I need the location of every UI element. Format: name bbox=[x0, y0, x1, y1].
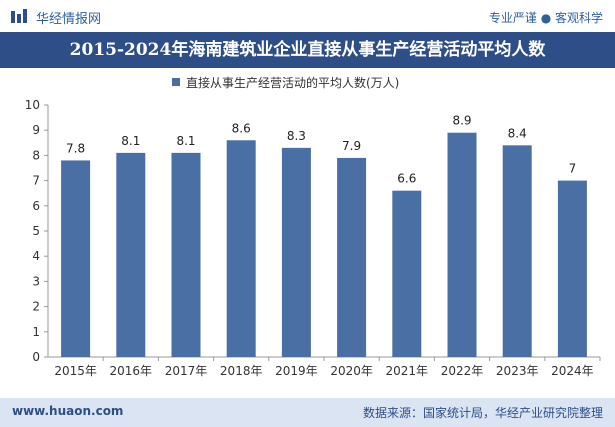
bar bbox=[61, 160, 91, 357]
footer-website[interactable]: www.huaon.com bbox=[12, 404, 124, 418]
bar-value-label: 6.6 bbox=[397, 172, 416, 186]
x-tick-label: 2016年 bbox=[110, 364, 153, 378]
y-tick-label: 6 bbox=[32, 199, 40, 213]
bar-value-label: 8.1 bbox=[121, 134, 140, 148]
y-tick-label: 4 bbox=[32, 249, 40, 263]
bar bbox=[502, 145, 532, 357]
x-tick-label: 2017年 bbox=[165, 364, 208, 378]
legend-swatch bbox=[172, 78, 180, 86]
y-tick-label: 1 bbox=[32, 325, 40, 339]
x-tick-label: 2015年 bbox=[54, 364, 97, 378]
x-tick-label: 2021年 bbox=[386, 364, 429, 378]
y-tick-label: 5 bbox=[32, 224, 40, 238]
bar-value-label: 7.9 bbox=[342, 139, 361, 153]
x-tick-label: 2019年 bbox=[275, 364, 318, 378]
bar-value-label: 7.8 bbox=[66, 141, 85, 155]
footer-source: 数据来源：国家统计局，华经产业研究院整理 bbox=[362, 406, 603, 420]
bar bbox=[281, 147, 311, 357]
bar-value-label: 8.4 bbox=[508, 126, 527, 140]
legend-label: 直接从事生产经营活动的平均人数(万人) bbox=[186, 75, 399, 90]
bar bbox=[557, 180, 587, 357]
y-tick-label: 2 bbox=[32, 300, 40, 314]
x-tick-label: 2024年 bbox=[551, 364, 594, 378]
y-tick-label: 8 bbox=[32, 148, 40, 162]
logo-icon bbox=[11, 9, 27, 23]
x-tick-label: 2023年 bbox=[496, 364, 539, 378]
footer: www.huaon.com 数据来源：国家统计局，华经产业研究院整理 bbox=[0, 398, 615, 427]
x-tick-label: 2020年 bbox=[330, 364, 373, 378]
bar-value-label: 8.9 bbox=[452, 114, 471, 128]
bar-value-label: 8.1 bbox=[176, 134, 195, 148]
y-tick-label: 10 bbox=[25, 98, 40, 112]
y-axis: 0 1 2 3 4 5 6 7 8 9 10 bbox=[25, 98, 49, 364]
bar-value-label: 8.6 bbox=[232, 121, 251, 135]
logo-text: 华经情报网 bbox=[36, 11, 102, 27]
chart-title: 2015-2024年海南建筑业企业直接从事生产经营活动平均人数 bbox=[0, 32, 615, 68]
bar bbox=[226, 140, 256, 357]
x-tick-label: 2018年 bbox=[220, 364, 263, 378]
tagline: 专业严谨 ● 客观科学 bbox=[488, 11, 603, 25]
y-tick-label: 0 bbox=[32, 350, 40, 364]
x-tick-label: 2022年 bbox=[441, 364, 484, 378]
y-tick-label: 7 bbox=[32, 174, 40, 188]
bar bbox=[171, 152, 201, 357]
y-tick-label: 3 bbox=[32, 274, 40, 288]
bar bbox=[337, 157, 367, 357]
top-bar: 华经情报网 专业严谨 ● 客观科学 bbox=[0, 0, 615, 32]
y-tick-label: 9 bbox=[32, 123, 40, 137]
bar bbox=[447, 132, 477, 357]
bar-value-label: 8.3 bbox=[287, 129, 306, 143]
bar bbox=[392, 190, 422, 357]
bar bbox=[116, 152, 146, 357]
bar-value-label: 7 bbox=[569, 162, 577, 176]
x-axis: 2015年 2016年 2017年 2018年 2019年 2020年 2021年 2022年… bbox=[48, 356, 601, 378]
logo[interactable]: 华经情报网 bbox=[10, 8, 102, 27]
legend: 直接从事生产经营活动的平均人数(万人) bbox=[172, 75, 399, 90]
bars: 7.8 8.1 8.1 8.6 8.3 7.9 6.6 8.9 8.4 7 bbox=[61, 114, 587, 357]
